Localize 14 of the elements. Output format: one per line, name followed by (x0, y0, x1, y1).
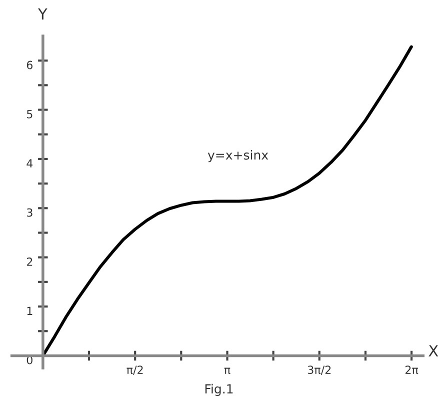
x-tick-label: 3π/2 (308, 366, 331, 375)
x-tick-label: π/2 (126, 366, 143, 375)
x-tick-label: π (224, 368, 230, 374)
y-tick-label: 2 (26, 258, 32, 266)
caption: Fig.1 (205, 384, 233, 396)
y-tick-label: 4 (26, 159, 33, 168)
y-axis-title: Y (38, 8, 48, 20)
y-tick-label: 5 (26, 110, 32, 118)
y-tick-label: 3 (26, 208, 32, 217)
x-tick-label: 2π (405, 366, 418, 374)
annotation: y=x+sinx (208, 150, 268, 162)
y-tick-label: 6 (26, 60, 32, 70)
y-tick-label: 1 (27, 306, 32, 315)
x-axis-title: X (428, 345, 438, 356)
